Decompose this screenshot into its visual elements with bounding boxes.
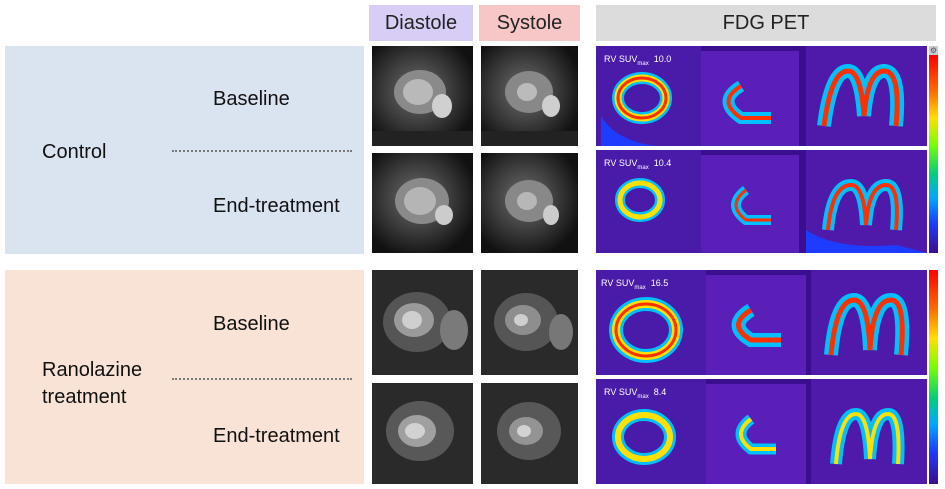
suv-prefix: RV SUV	[604, 158, 638, 168]
suv-ranolazine-end-treatment: RV SUVmax 8.4	[604, 387, 666, 400]
pet-control-baseline: RV SUVmax 10.0	[596, 46, 927, 146]
control-group-label: Control	[42, 141, 107, 163]
suv-sub: max	[634, 284, 646, 291]
pet-colorbar-bottom	[929, 270, 938, 484]
ranolazine-group-label-line2: treatment	[42, 386, 127, 408]
diastole-header: Diastole	[369, 5, 473, 41]
systole-header-label: Systole	[496, 11, 563, 34]
mri-ranolazine-end-treatment-systole	[481, 383, 578, 484]
ranolazine-group-panel	[5, 270, 364, 484]
systole-header: Systole	[479, 5, 580, 41]
suv-prefix: RV SUV	[604, 54, 638, 64]
gear-icon[interactable]: ⚙	[929, 46, 938, 55]
suv-value: 16.5	[650, 278, 669, 288]
pet-ranolazine-end-treatment: RV SUVmax 8.4	[596, 379, 927, 484]
mri-ranolazine-baseline-diastole	[372, 270, 473, 375]
ranolazine-group-label-line1: Ranolazine	[42, 359, 143, 381]
pet-ranolazine-baseline: RV SUVmax 16.5	[596, 270, 927, 375]
diastole-header-label: Diastole	[384, 11, 458, 34]
suv-prefix: RV SUV	[601, 278, 635, 288]
suv-control-end-treatment: RV SUVmax 10.4	[604, 158, 671, 171]
pet-colorbar-top: ⚙	[929, 46, 938, 253]
control-end-treatment-label: End-treatment	[213, 195, 340, 217]
mri-control-end-treatment-diastole	[372, 153, 473, 253]
ranolazine-baseline-label: Baseline	[213, 313, 290, 335]
suv-value: 10.0	[653, 54, 672, 64]
suv-value: 8.4	[653, 387, 667, 397]
pet-control-end-treatment: RV SUVmax 10.4	[596, 150, 927, 253]
suv-value: 10.4	[653, 158, 672, 168]
control-baseline-label: Baseline	[213, 88, 290, 110]
mri-ranolazine-baseline-systole	[481, 270, 578, 375]
control-divider	[172, 150, 352, 152]
pet-header-label: FDG PET	[722, 11, 810, 34]
mri-control-end-treatment-systole	[481, 153, 578, 253]
suv-sub: max	[637, 164, 649, 171]
mri-ranolazine-end-treatment-diastole	[372, 383, 473, 484]
ranolazine-end-treatment-label: End-treatment	[213, 425, 340, 447]
mri-control-baseline-systole	[481, 46, 578, 146]
mri-control-baseline-diastole	[372, 46, 473, 146]
ranolazine-divider	[172, 378, 352, 380]
suv-prefix: RV SUV	[604, 387, 638, 397]
suv-control-baseline: RV SUVmax 10.0	[604, 54, 671, 67]
suv-ranolazine-baseline: RV SUVmax 16.5	[601, 278, 668, 291]
suv-sub: max	[637, 393, 649, 400]
pet-header: FDG PET	[596, 5, 936, 41]
suv-sub: max	[637, 60, 649, 67]
